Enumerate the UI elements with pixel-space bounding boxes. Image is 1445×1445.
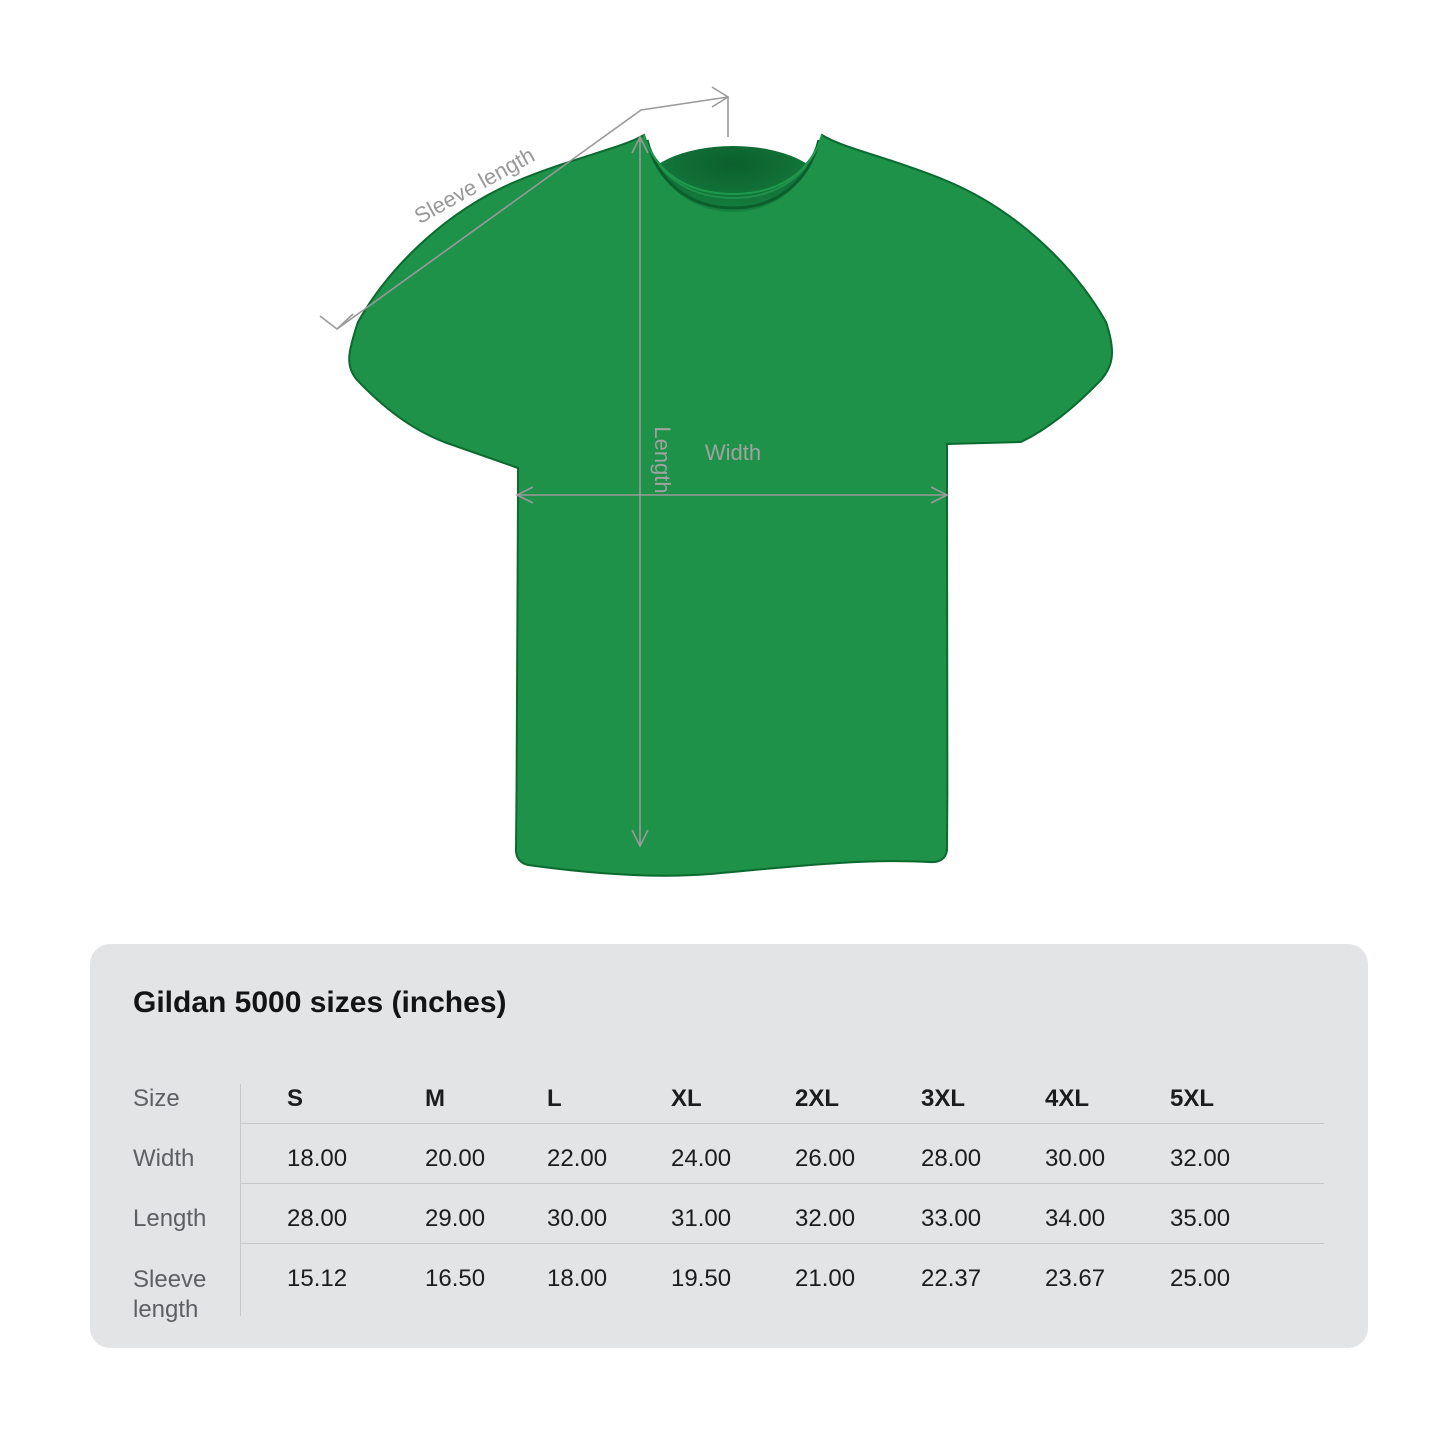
- svg-text:Width: Width: [705, 440, 761, 465]
- svg-text:Length: Length: [650, 426, 675, 493]
